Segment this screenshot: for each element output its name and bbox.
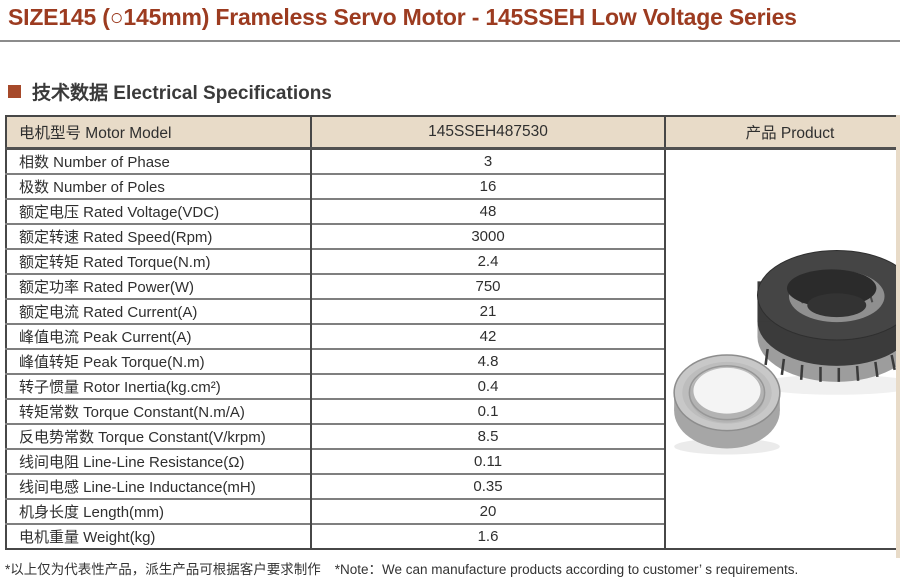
spec-value: 2.4 <box>311 248 666 274</box>
footer-note-en: *Note：We can manufacture products accord… <box>334 562 799 577</box>
spec-label: 电机重量 Weight(kg) <box>6 523 312 549</box>
spec-row: 额定转矩 Rated Torque(N.m) 2.4 <box>6 248 900 274</box>
spec-row: 额定电流 Rated Current(A) 21 <box>6 298 900 324</box>
spec-value: 42 <box>311 323 666 349</box>
spec-row: 转矩常数 Torque Constant(N.m/A) 0.1 <box>6 398 900 424</box>
section-heading-label: 技术数据 Electrical Specifications <box>32 83 332 104</box>
spec-row: 峰值电流 Peak Current(A) 42 <box>6 323 900 349</box>
spec-label: 峰值电流 Peak Current(A) <box>6 323 312 349</box>
spec-value: 3 <box>311 147 666 174</box>
spec-row: 极数 Number of Poles 16 <box>6 173 900 199</box>
spec-label: 线间电感 Line-Line Inductance(mH) <box>6 473 312 499</box>
electrical-specifications-table: 电机型号 Motor Model 145SSEH487530 产品 Produc… <box>5 115 900 550</box>
column-header-motor-model: 电机型号 Motor Model <box>6 116 312 150</box>
footer-note: *以上仅为代表性产品，派生产品可根据客户要求制作 *Note：We can man… <box>5 558 798 578</box>
spec-label: 转子惯量 Rotor Inertia(kg.cm²) <box>6 373 312 399</box>
spec-row: 峰值转矩 Peak Torque(N.m) 4.8 <box>6 348 900 374</box>
spec-label: 机身长度 Length(mm) <box>6 498 312 524</box>
spec-label: 额定电压 Rated Voltage(VDC) <box>6 198 312 224</box>
spec-label: 转矩常数 Torque Constant(N.m/A) <box>6 398 312 424</box>
spec-row: 相数 Number of Phase 3 <box>6 147 900 549</box>
spec-label: 额定转矩 Rated Torque(N.m) <box>6 248 312 274</box>
spec-label: 相数 Number of Phase <box>6 147 312 174</box>
spec-row: 转子惯量 Rotor Inertia(kg.cm²) 0.4 <box>6 373 900 399</box>
product-photo <box>673 250 900 455</box>
spec-value: 48 <box>311 198 666 224</box>
spec-value: 16 <box>311 173 666 199</box>
spec-row: 线间电感 Line-Line Inductance(mH) 0.35 <box>6 473 900 499</box>
spec-value: 0.4 <box>311 373 666 399</box>
section-bullet-icon <box>8 85 21 98</box>
spec-label: 反电势常数 Torque Constant(V/krpm) <box>6 423 312 449</box>
spec-value: 4.8 <box>311 348 666 374</box>
stator-ring-image <box>673 354 781 449</box>
rotor-ring-image <box>756 250 900 382</box>
spec-row: 额定功率 Rated Power(W) 750 <box>6 273 900 299</box>
column-header-model-number: 145SSEH487530 <box>311 116 666 150</box>
spec-value: 0.11 <box>311 448 666 474</box>
spec-label: 峰值转矩 Peak Torque(N.m) <box>6 348 312 374</box>
spec-value: 0.35 <box>311 473 666 499</box>
footer-note-cn: *以上仅为代表性产品，派生产品可根据客户要求制作 <box>5 562 321 577</box>
spec-value: 8.5 <box>311 423 666 449</box>
spec-label: 额定功率 Rated Power(W) <box>6 273 312 299</box>
section-heading: 技术数据 Electrical Specifications <box>8 78 332 105</box>
product-photo-cell <box>665 148 900 549</box>
spec-row: 机身长度 Length(mm) 20 <box>6 498 900 524</box>
page-right-edge-strip <box>896 115 900 558</box>
spec-row: 线间电阻 Line-Line Resistance(Ω) 0.11 <box>6 448 900 474</box>
spec-value: 20 <box>311 498 666 524</box>
spec-row: 额定转速 Rated Speed(Rpm) 3000 <box>6 223 900 249</box>
spec-label: 极数 Number of Poles <box>6 173 312 199</box>
spec-row: 额定电压 Rated Voltage(VDC) 48 <box>6 198 900 224</box>
spec-label: 额定电流 Rated Current(A) <box>6 298 312 324</box>
column-header-product: 产品 Product <box>665 116 900 150</box>
spec-label: 线间电阻 Line-Line Resistance(Ω) <box>6 448 312 474</box>
spec-label: 额定转速 Rated Speed(Rpm) <box>6 223 312 249</box>
spec-value: 3000 <box>311 223 666 249</box>
spec-row: 电机重量 Weight(kg) 1.6 <box>6 523 900 549</box>
spec-row: 反电势常数 Torque Constant(V/krpm) 8.5 <box>6 423 900 449</box>
spec-value: 21 <box>311 298 666 324</box>
table-header-row: 电机型号 Motor Model 145SSEH487530 产品 Produc… <box>6 116 900 150</box>
spec-value: 750 <box>311 273 666 299</box>
title-divider <box>0 40 900 42</box>
spec-value: 0.1 <box>311 398 666 424</box>
spec-value: 1.6 <box>311 523 666 549</box>
page-title: SIZE145 (○145mm) Frameless Servo Motor -… <box>8 4 797 30</box>
